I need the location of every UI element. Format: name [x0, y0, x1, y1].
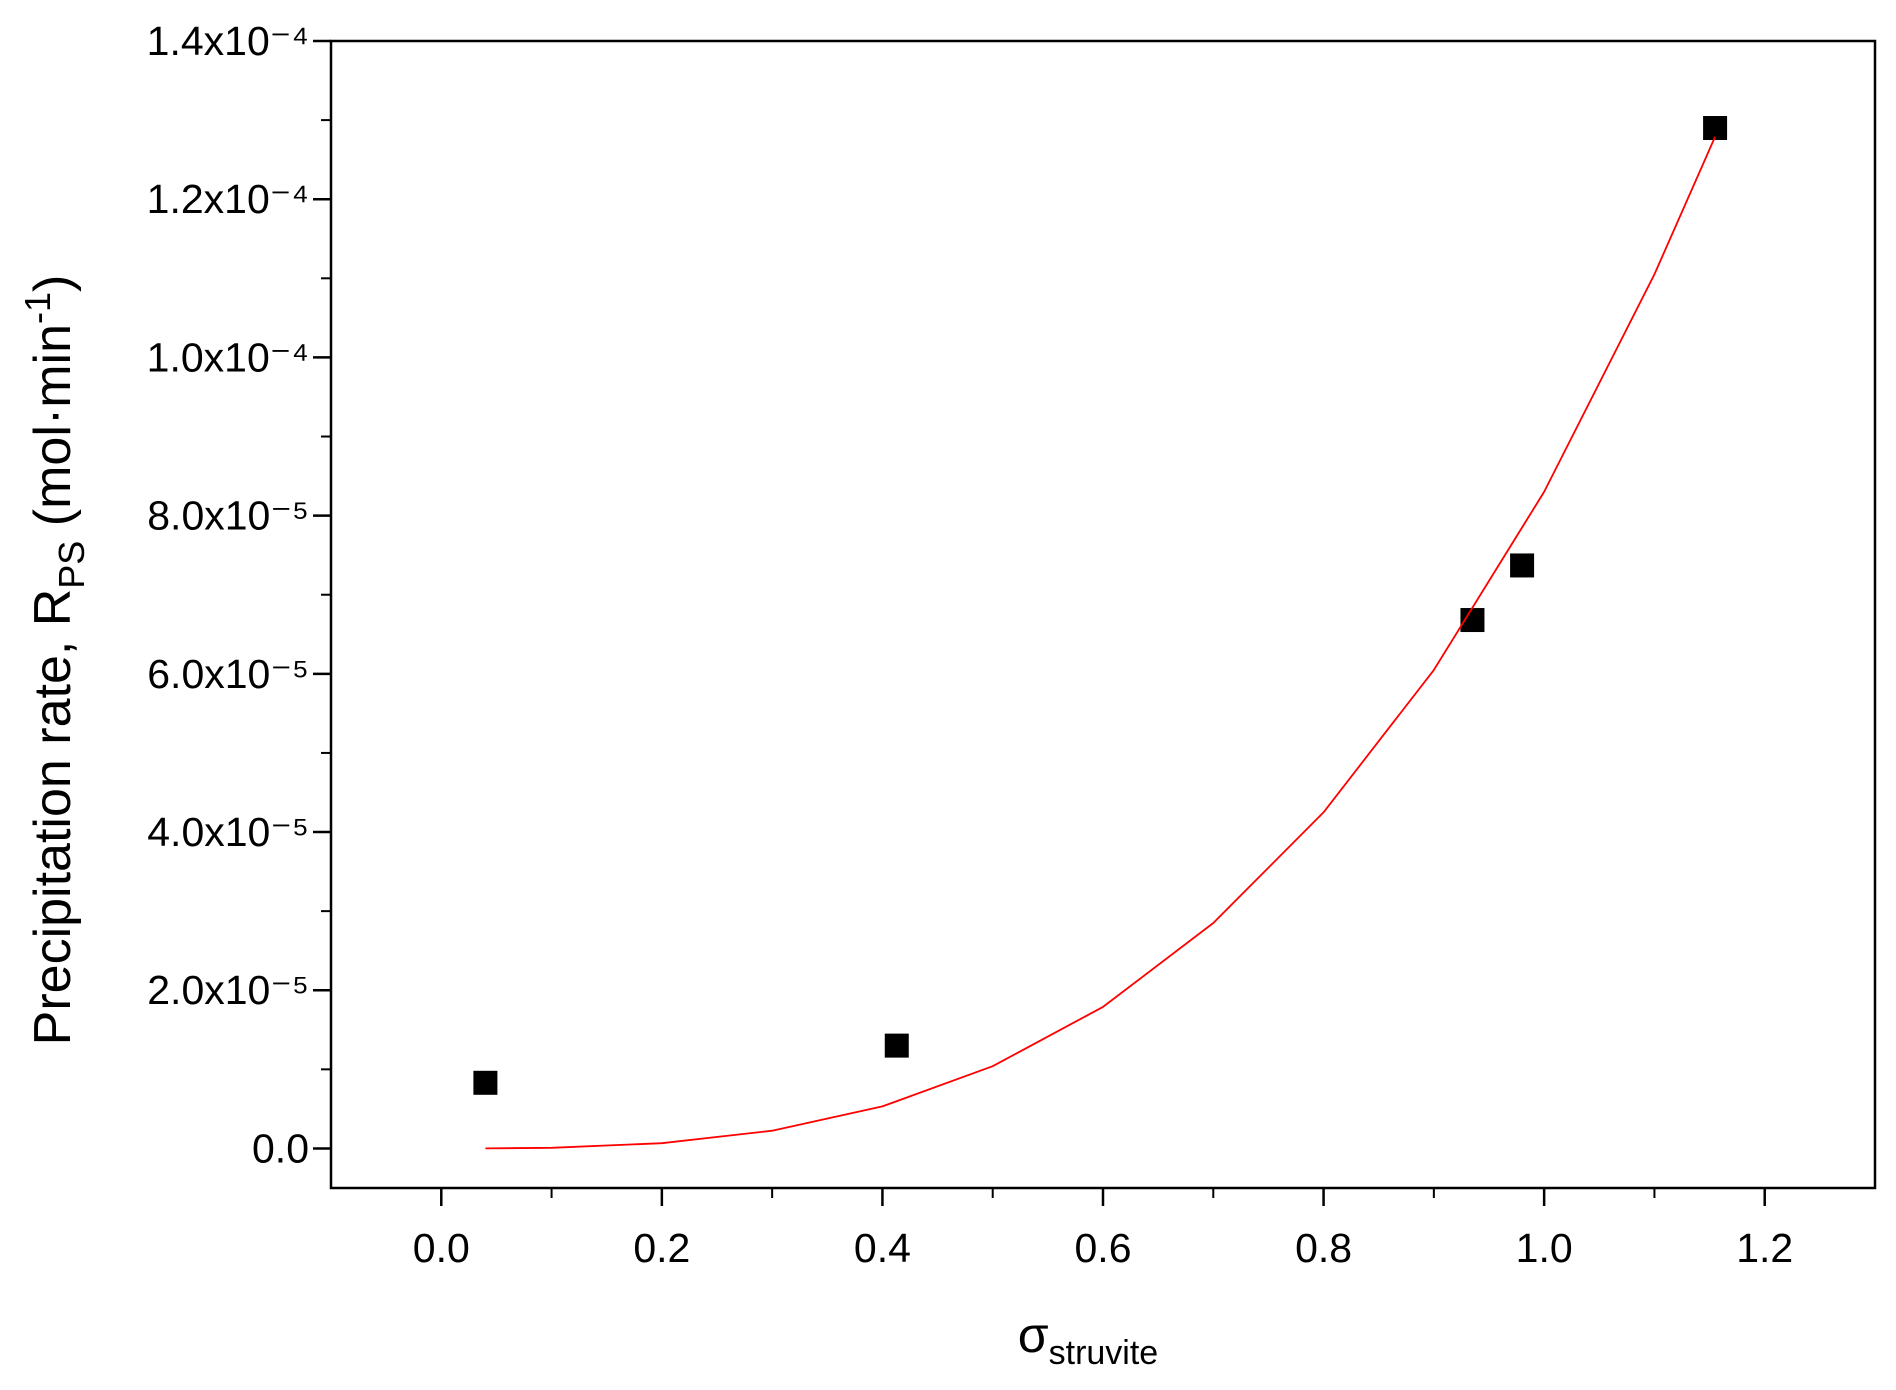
y-tick-label: 1.4x10⁻⁴ — [147, 18, 309, 64]
x-tick-label: 0.6 — [1075, 1225, 1132, 1271]
y-label-main: Precipitation rate, R — [24, 589, 82, 1046]
y-tick-label: 2.0x10⁻⁵ — [147, 967, 309, 1013]
y-tick-label: 6.0x10⁻⁵ — [147, 651, 309, 697]
fit-line — [485, 136, 1716, 1150]
y-tick-label: 1.2x10⁻⁴ — [147, 176, 309, 222]
y-axis-label: Precipitation rate, RPS (mol·min-1) — [17, 275, 92, 1046]
y-label-sub: PS — [51, 541, 92, 589]
y-tick-label: 8.0x10⁻⁵ — [147, 493, 309, 539]
x-label-main: σ — [1018, 1307, 1049, 1363]
x-tick-label: 0.4 — [854, 1225, 911, 1271]
data-point — [1703, 116, 1728, 141]
x-axis-label: σstruvite — [1018, 1307, 1158, 1372]
x-tick-label: 1.0 — [1516, 1225, 1573, 1271]
y-label-unit: (mol·min — [24, 324, 82, 541]
y-label-end: ) — [24, 275, 82, 292]
data-point — [1510, 553, 1535, 578]
x-tick-label: 1.2 — [1736, 1225, 1793, 1271]
x-label-sub: struvite — [1049, 1334, 1159, 1372]
x-tick-label: 0.0 — [413, 1225, 470, 1271]
data-point — [473, 1070, 498, 1095]
y-tick-label: 1.0x10⁻⁴ — [147, 334, 309, 380]
y-tick-label: 0.0 — [252, 1125, 309, 1171]
y-label-sup: -1 — [17, 292, 58, 324]
data-point — [884, 1033, 909, 1058]
plot-frame — [329, 39, 1877, 1190]
x-tick-label: 0.8 — [1295, 1225, 1352, 1271]
y-tick-label: 4.0x10⁻⁵ — [147, 809, 309, 855]
x-tick-label: 0.2 — [633, 1225, 690, 1271]
